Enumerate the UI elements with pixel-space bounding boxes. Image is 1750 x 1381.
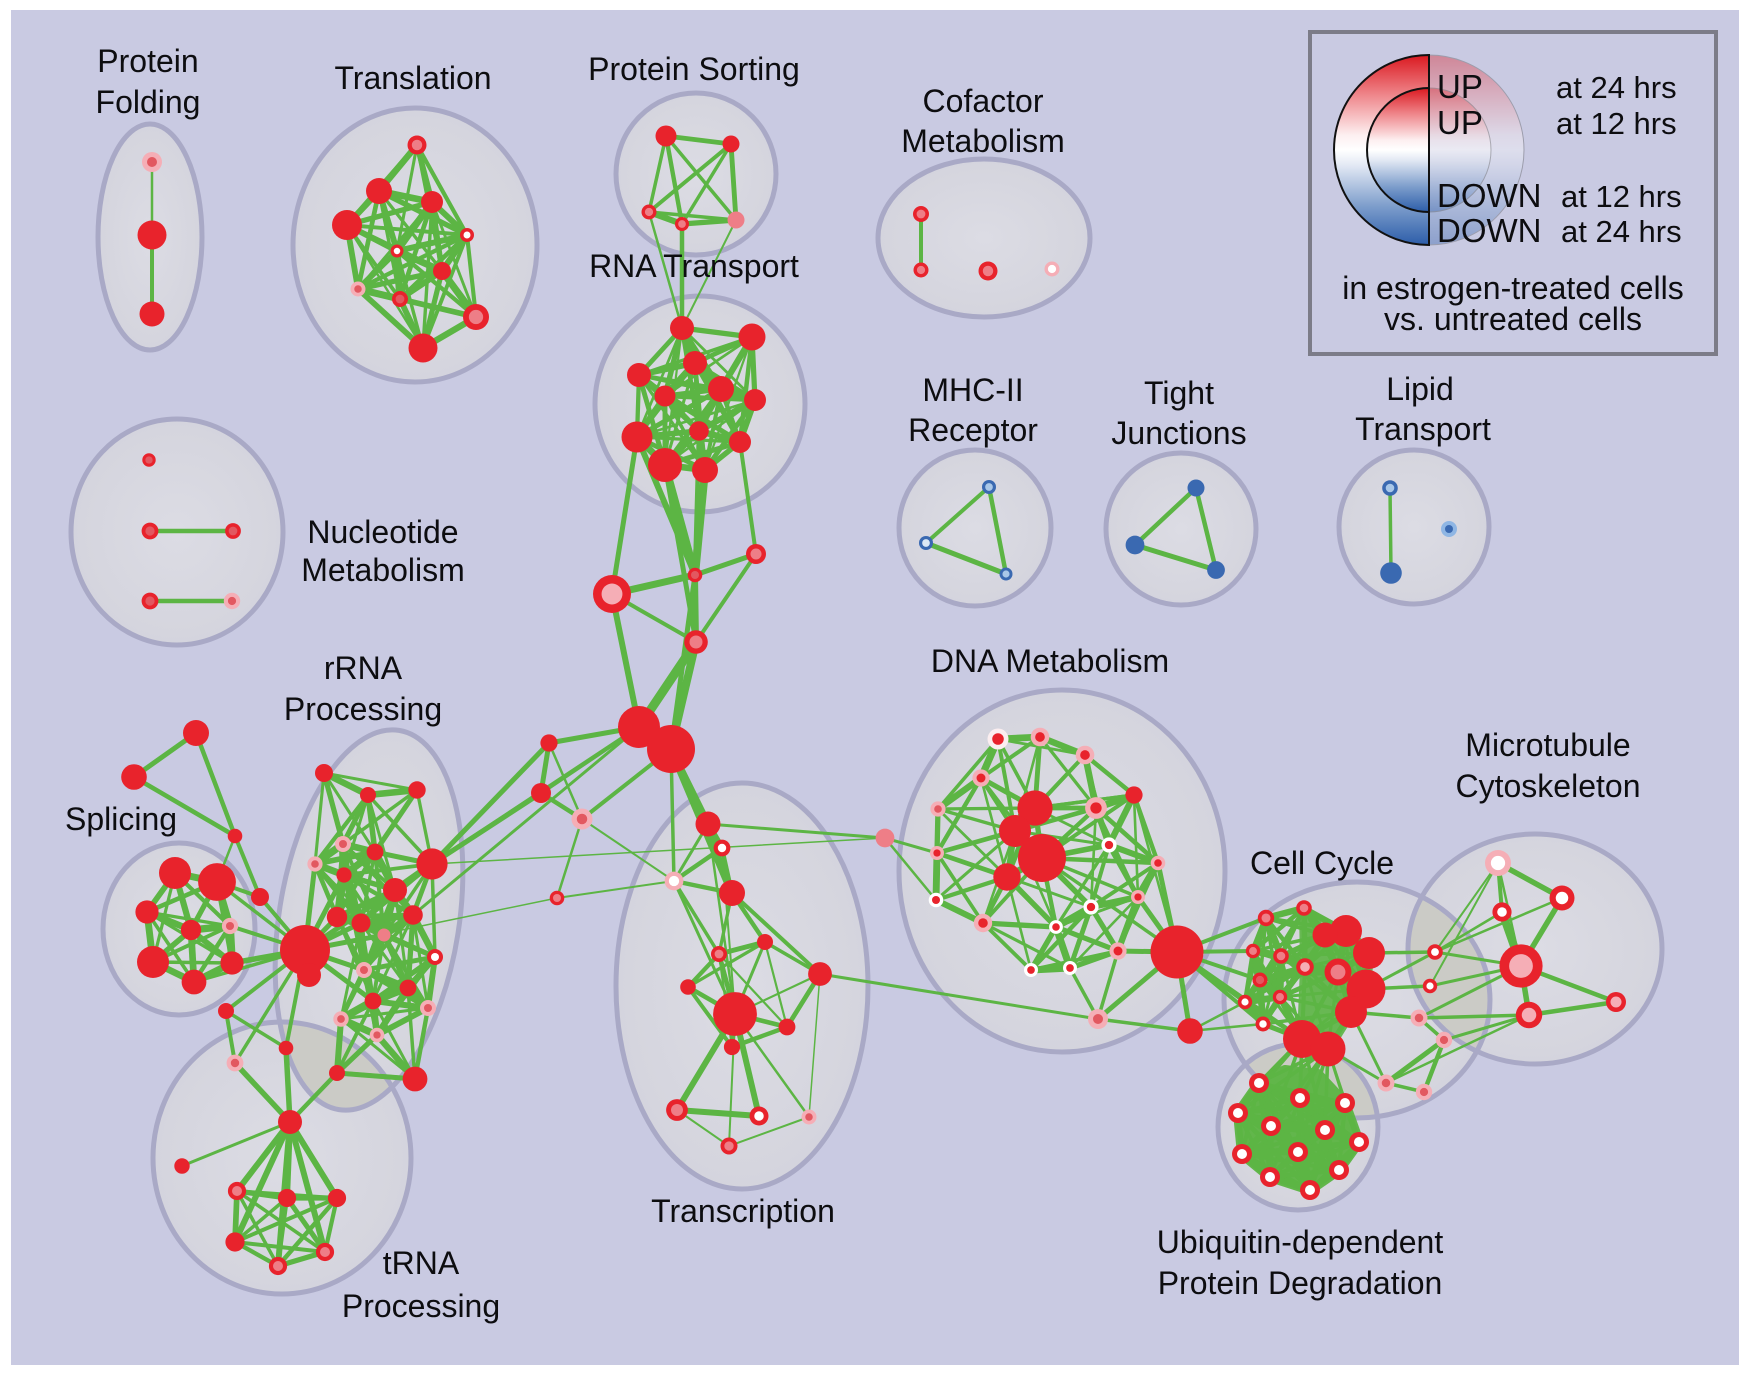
svg-text:Protein Sorting: Protein Sorting xyxy=(588,51,800,87)
svg-text:Receptor: Receptor xyxy=(908,412,1038,448)
svg-text:Folding: Folding xyxy=(96,84,201,120)
svg-text:DOWN: DOWN xyxy=(1437,212,1541,249)
svg-text:Transcription: Transcription xyxy=(651,1193,835,1229)
svg-text:Cofactor: Cofactor xyxy=(923,83,1044,119)
svg-text:RNA Transport: RNA Transport xyxy=(589,248,799,284)
svg-text:in estrogen-treated cells: in estrogen-treated cells xyxy=(1342,270,1684,306)
svg-text:Lipid: Lipid xyxy=(1386,371,1454,407)
svg-text:Microtubule: Microtubule xyxy=(1465,727,1630,763)
svg-text:vs. untreated cells: vs. untreated cells xyxy=(1384,301,1642,337)
svg-text:Cell Cycle: Cell Cycle xyxy=(1250,845,1394,881)
svg-text:MHC-II: MHC-II xyxy=(922,372,1023,408)
svg-text:UP: UP xyxy=(1437,68,1483,105)
svg-text:DNA Metabolism: DNA Metabolism xyxy=(931,643,1169,679)
svg-text:rRNA: rRNA xyxy=(324,650,403,686)
svg-text:Junctions: Junctions xyxy=(1111,415,1246,451)
svg-text:Translation: Translation xyxy=(334,60,491,96)
svg-text:DOWN: DOWN xyxy=(1437,177,1541,214)
svg-text:at 24 hrs: at 24 hrs xyxy=(1556,70,1677,105)
svg-text:Metabolism: Metabolism xyxy=(301,552,465,588)
svg-text:at 24 hrs: at 24 hrs xyxy=(1561,214,1682,249)
svg-text:Protein Degradation: Protein Degradation xyxy=(1158,1265,1443,1301)
svg-text:UP: UP xyxy=(1437,104,1483,141)
svg-text:tRNA: tRNA xyxy=(383,1245,460,1281)
svg-text:at 12 hrs: at 12 hrs xyxy=(1556,106,1677,141)
svg-text:Processing: Processing xyxy=(342,1288,500,1324)
svg-text:Transport: Transport xyxy=(1355,411,1491,447)
svg-text:Cytoskeleton: Cytoskeleton xyxy=(1456,768,1641,804)
svg-text:Tight: Tight xyxy=(1144,375,1214,411)
svg-text:Splicing: Splicing xyxy=(65,801,177,837)
svg-text:Ubiquitin-dependent: Ubiquitin-dependent xyxy=(1157,1224,1444,1260)
svg-text:at 12 hrs: at 12 hrs xyxy=(1561,179,1682,214)
svg-text:Processing: Processing xyxy=(284,691,442,727)
svg-text:Metabolism: Metabolism xyxy=(901,123,1065,159)
svg-text:Nucleotide: Nucleotide xyxy=(307,514,458,550)
svg-text:Protein: Protein xyxy=(97,43,198,79)
